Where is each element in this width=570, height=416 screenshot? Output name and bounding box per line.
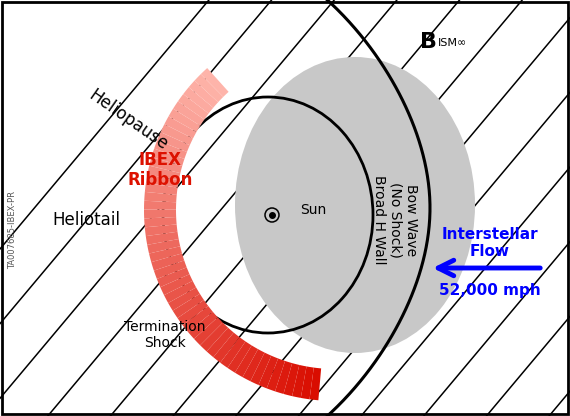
Polygon shape bbox=[149, 246, 182, 262]
Polygon shape bbox=[189, 81, 218, 108]
Polygon shape bbox=[243, 349, 264, 381]
Polygon shape bbox=[148, 166, 180, 180]
Text: TA007685-IBEX-PR: TA007685-IBEX-PR bbox=[9, 191, 18, 269]
Polygon shape bbox=[194, 74, 223, 102]
Polygon shape bbox=[164, 281, 196, 303]
Polygon shape bbox=[157, 267, 190, 287]
Polygon shape bbox=[154, 260, 187, 279]
Polygon shape bbox=[235, 345, 258, 377]
Polygon shape bbox=[173, 101, 204, 126]
Text: Heliotail: Heliotail bbox=[52, 211, 120, 229]
Polygon shape bbox=[147, 239, 180, 253]
Polygon shape bbox=[151, 253, 184, 270]
Polygon shape bbox=[292, 365, 307, 398]
Polygon shape bbox=[173, 294, 204, 318]
Polygon shape bbox=[206, 328, 234, 357]
Polygon shape bbox=[301, 366, 314, 399]
Text: Termination
Shock: Termination Shock bbox=[124, 320, 206, 350]
Polygon shape bbox=[178, 94, 209, 119]
Polygon shape bbox=[164, 116, 197, 139]
Polygon shape bbox=[169, 109, 200, 132]
Polygon shape bbox=[152, 149, 185, 166]
Polygon shape bbox=[183, 306, 213, 332]
Polygon shape bbox=[201, 68, 229, 97]
Text: Sun: Sun bbox=[300, 203, 326, 217]
Polygon shape bbox=[161, 124, 193, 145]
Polygon shape bbox=[275, 361, 292, 394]
Polygon shape bbox=[188, 312, 218, 339]
Text: Interstellar
Flow: Interstellar Flow bbox=[442, 227, 538, 259]
Polygon shape bbox=[146, 174, 179, 188]
Polygon shape bbox=[310, 368, 321, 400]
Polygon shape bbox=[283, 363, 299, 396]
Polygon shape bbox=[250, 353, 271, 385]
Polygon shape bbox=[200, 323, 228, 352]
Polygon shape bbox=[144, 217, 177, 227]
Polygon shape bbox=[149, 157, 182, 173]
Polygon shape bbox=[227, 342, 252, 373]
Polygon shape bbox=[168, 287, 200, 311]
Polygon shape bbox=[146, 232, 178, 245]
Polygon shape bbox=[194, 317, 223, 345]
Polygon shape bbox=[183, 87, 213, 114]
Polygon shape bbox=[177, 300, 208, 325]
Polygon shape bbox=[213, 332, 239, 363]
Polygon shape bbox=[220, 337, 246, 368]
Polygon shape bbox=[145, 183, 178, 195]
Polygon shape bbox=[258, 356, 278, 389]
Text: 52,000 mph: 52,000 mph bbox=[439, 282, 541, 297]
Polygon shape bbox=[267, 359, 285, 391]
Ellipse shape bbox=[235, 57, 475, 353]
Text: Heliopause: Heliopause bbox=[85, 86, 171, 154]
Polygon shape bbox=[144, 201, 176, 210]
Text: IBEX
Ribbon: IBEX Ribbon bbox=[127, 151, 193, 189]
Polygon shape bbox=[160, 274, 193, 295]
Polygon shape bbox=[145, 224, 177, 236]
Polygon shape bbox=[144, 210, 176, 218]
Polygon shape bbox=[144, 192, 177, 202]
Text: B: B bbox=[420, 32, 437, 52]
Polygon shape bbox=[157, 132, 190, 152]
Text: Bow Wave
(No Shock)
Broad H Wall: Bow Wave (No Shock) Broad H Wall bbox=[372, 175, 418, 265]
Polygon shape bbox=[154, 140, 187, 159]
Text: ISM∞: ISM∞ bbox=[438, 38, 467, 48]
